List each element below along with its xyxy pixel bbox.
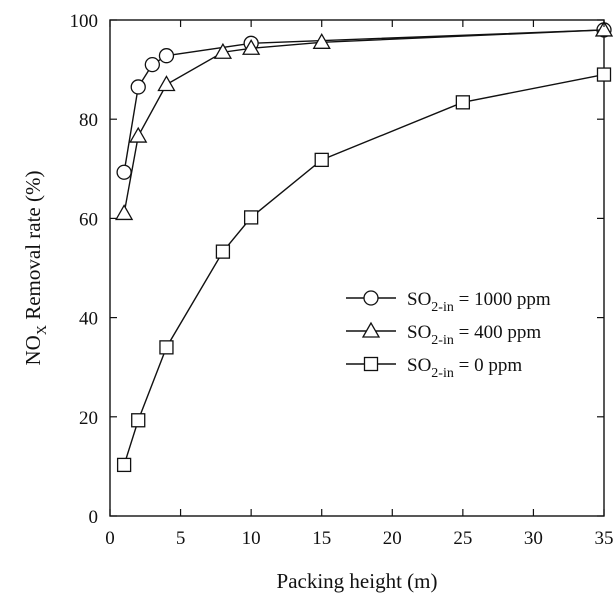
legend-marker (361, 321, 381, 338)
data-point (455, 95, 471, 110)
data-point (596, 67, 612, 82)
plot-area (109, 19, 605, 517)
legend-entry: SO2-in = 400 ppm (346, 321, 541, 348)
data-point (157, 75, 176, 92)
legend-entry: SO2-in = 0 ppm (346, 355, 522, 381)
legend-label-rest: = 400 ppm (454, 322, 541, 343)
series-square (116, 67, 612, 473)
data-point (242, 38, 261, 55)
series-triangle (114, 20, 614, 221)
data-point (114, 204, 134, 221)
x-tick-label: 20 (383, 528, 402, 549)
plot-frame (109, 19, 605, 517)
y-tick-label: 60 (79, 209, 98, 230)
legend-label-main: SO (407, 289, 431, 310)
series-line (123, 29, 605, 173)
x-tick-label: 5 (176, 528, 186, 549)
data-point (144, 56, 160, 73)
x-tick-label: 35 (595, 528, 614, 549)
data-point (314, 152, 329, 168)
x-tick-label: 10 (242, 528, 261, 549)
data-point (594, 20, 614, 37)
y-axis-title: NOX Removal rate (%) (21, 171, 50, 366)
y-tick-label: 40 (79, 309, 98, 330)
data-point (159, 340, 174, 355)
axes-layer: 0 5 10 15 20 25 30 35 0 20 40 60 80 100 (70, 11, 614, 549)
legend-marker (363, 356, 379, 372)
legend-marker (363, 290, 379, 306)
x-axis-title: Packing height (m) (277, 569, 438, 593)
series-line (123, 73, 605, 466)
x-tick-label: 25 (453, 528, 472, 549)
series-line (123, 29, 605, 214)
y-tick-label: 0 (89, 507, 99, 528)
data-point (116, 164, 132, 180)
y-tick-label: 20 (79, 408, 98, 429)
y-tick-label: 100 (70, 11, 99, 32)
legend-label-rest: = 1000 ppm (454, 289, 551, 310)
series-layer (114, 20, 614, 473)
legend-label-rest: = 0 ppm (454, 355, 522, 376)
data-point (213, 42, 233, 59)
series-circle (116, 22, 612, 180)
y-axis-title-sub: X (35, 325, 50, 335)
data-point (243, 210, 259, 225)
legend-label: SO2-in = 400 ppm (407, 322, 541, 348)
y-axis-title-main: NO (21, 335, 45, 365)
y-tick-label: 80 (79, 110, 98, 131)
legend-label-sub: 2-in (431, 333, 454, 348)
legend-label-sub: 2-in (431, 300, 454, 315)
legend-label-sub: 2-in (431, 366, 454, 381)
data-point (215, 244, 231, 259)
data-point (130, 79, 146, 95)
legend-label: SO2-in = 0 ppm (407, 355, 522, 381)
legend-label-main: SO (407, 355, 431, 376)
legend-label-main: SO (407, 322, 431, 343)
x-tick-label: 0 (105, 528, 115, 549)
x-tick-label: 30 (524, 528, 543, 549)
legend-label: SO2-in = 1000 ppm (407, 289, 551, 315)
data-point (158, 48, 175, 64)
data-point (129, 126, 148, 143)
legend-entry: SO2-in = 1000 ppm (346, 289, 551, 315)
data-point (116, 457, 132, 473)
data-point (131, 413, 146, 428)
data-point (312, 33, 331, 49)
y-axis-title-rest: Removal rate (%) (21, 171, 45, 326)
x-tick-label: 15 (312, 528, 331, 549)
